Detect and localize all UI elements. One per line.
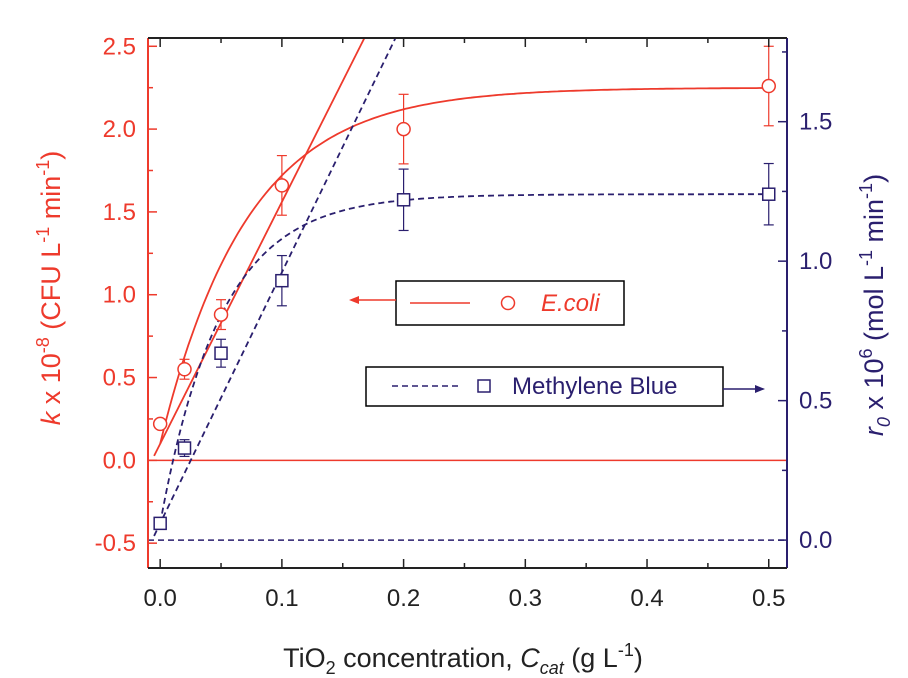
legend-ecoli: E.coli — [349, 280, 625, 326]
reference-lines-group — [148, 459, 787, 541]
x-tick-label: 0.3 — [509, 585, 542, 612]
ecoli-data-point — [396, 121, 411, 137]
legend-mb-marker — [477, 379, 491, 393]
y-right-tick-label: 0.0 — [799, 527, 832, 554]
mb-data-point — [761, 187, 776, 201]
axes-group — [147, 37, 788, 569]
legend-ecoli-marker — [500, 295, 516, 311]
legend-mb-box — [365, 366, 724, 407]
fit-curves-group — [153, 37, 769, 537]
x-tick-label: 0.4 — [630, 585, 663, 612]
legend-mb-label: Methylene Blue — [512, 373, 677, 400]
x-tick-label: 0.0 — [143, 585, 176, 612]
y-right-tick-label: 0.5 — [799, 388, 832, 415]
mb-data-point — [153, 516, 167, 531]
ecoli-tangent-line — [153, 37, 366, 457]
y-left-tick-label: -0.5 — [95, 530, 136, 557]
ecoli-data-point — [152, 416, 168, 432]
ecoli-data-point — [177, 362, 192, 377]
legend-ecoli-arrow-head — [349, 296, 359, 304]
y-right-tick-label: 1.5 — [799, 109, 832, 136]
ecoli-data-point — [761, 78, 776, 94]
x-tick-label: 0.2 — [387, 585, 420, 612]
ecoli-fit-curve — [159, 87, 769, 444]
mb-data-point — [214, 346, 228, 360]
tick-labels-group: 0.0 0.1 0.2 0.3 0.4 0.5 -0.5 0.0 0.5 1.0 1.5 2.0 2.5… — [95, 33, 833, 612]
ecoli-data-point — [274, 178, 290, 193]
mb-data-point — [396, 193, 411, 207]
legend-mb-arrow-head — [755, 385, 765, 393]
legend-ecoli-label: E.coli — [541, 290, 600, 317]
y-left-tick-label: 1.5 — [103, 199, 136, 226]
y-left-tick-label: 0.5 — [103, 365, 136, 392]
data-points-group — [152, 78, 776, 531]
y-left-tick-label: 2.0 — [103, 116, 136, 143]
y-axis-right-title: r0 x 106 (mol L-1 min-1) — [856, 174, 894, 436]
mb-data-point — [275, 273, 289, 288]
y-left-tick-label: 2.5 — [103, 33, 136, 60]
y-left-tick-label: 0.0 — [103, 447, 136, 474]
x-tick-label: 0.5 — [752, 585, 785, 612]
mb-data-point — [177, 441, 192, 455]
mb-tangent-line — [153, 37, 397, 537]
x-tick-label: 0.1 — [265, 585, 298, 612]
x-axis-title: TiO2 concentration, Ccat (g L-1) — [283, 640, 643, 678]
ecoli-data-point — [213, 307, 229, 322]
mb-fit-curve — [159, 193, 769, 524]
y-left-tick-label: 1.0 — [103, 282, 136, 309]
y-axis-left-title: k x 10-8 (CFU L-1 min-1) — [33, 151, 66, 426]
y-right-tick-label: 1.0 — [799, 248, 832, 275]
legend-methylene-blue: Methylene Blue — [365, 366, 765, 407]
